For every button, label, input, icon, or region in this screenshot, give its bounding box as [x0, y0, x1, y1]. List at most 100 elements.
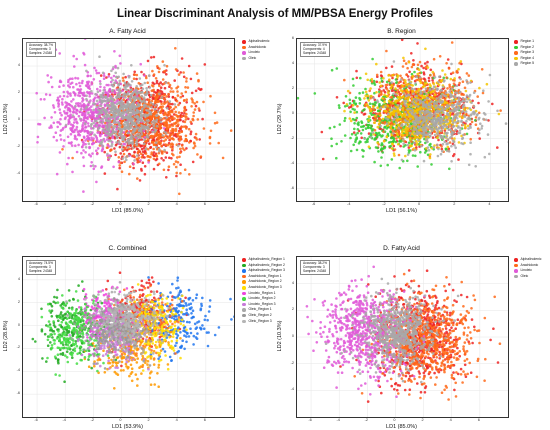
data-point — [153, 56, 156, 59]
data-point — [75, 128, 78, 131]
data-point — [153, 168, 156, 171]
data-point — [71, 171, 74, 174]
data-point — [478, 129, 481, 132]
data-point — [402, 142, 405, 145]
data-point — [195, 90, 198, 93]
data-point — [133, 154, 136, 157]
panel-title: A. Fatty Acid — [22, 28, 233, 35]
data-point — [105, 76, 108, 79]
data-point — [60, 129, 63, 132]
data-point — [190, 130, 193, 133]
data-point — [84, 122, 87, 125]
data-point — [81, 124, 84, 127]
data-point — [135, 112, 138, 115]
data-point — [144, 165, 147, 168]
data-point — [63, 95, 66, 98]
data-point — [160, 157, 163, 160]
data-point — [191, 92, 194, 95]
data-point — [487, 100, 490, 103]
data-point — [159, 117, 162, 120]
data-point — [100, 166, 103, 169]
data-point — [383, 110, 386, 113]
data-point — [377, 126, 380, 129]
data-point — [336, 67, 339, 70]
data-point — [390, 84, 393, 87]
data-point — [419, 76, 422, 79]
data-point — [477, 102, 480, 105]
data-point — [446, 126, 449, 129]
data-point — [135, 78, 138, 81]
data-point — [138, 82, 141, 85]
data-point — [84, 64, 87, 67]
data-point — [75, 120, 78, 123]
data-point — [155, 146, 158, 149]
data-point — [378, 132, 381, 135]
data-point — [89, 87, 92, 90]
data-point — [466, 94, 469, 97]
data-point — [367, 119, 370, 122]
data-point — [103, 109, 106, 112]
data-point — [103, 86, 106, 89]
data-point — [400, 78, 403, 81]
data-point — [446, 87, 449, 90]
data-point — [85, 146, 88, 149]
data-point — [119, 87, 122, 90]
data-point — [149, 156, 152, 159]
data-point — [87, 125, 90, 128]
data-point — [485, 119, 488, 122]
data-point — [401, 39, 404, 41]
data-point — [163, 169, 166, 172]
data-point — [73, 92, 76, 95]
data-point — [383, 94, 386, 97]
data-point — [457, 68, 460, 71]
data-point — [169, 90, 172, 93]
data-point — [135, 127, 138, 130]
data-point — [427, 66, 430, 69]
data-point — [367, 127, 370, 130]
data-point — [105, 128, 108, 131]
data-point — [174, 97, 177, 100]
data-point — [353, 128, 356, 131]
data-point — [174, 106, 177, 109]
data-point — [182, 147, 185, 150]
data-point — [51, 86, 54, 89]
data-point — [152, 115, 155, 118]
data-point — [468, 99, 471, 102]
data-point — [88, 142, 91, 145]
data-point — [469, 138, 472, 141]
data-point — [184, 121, 187, 124]
data-point — [165, 116, 168, 119]
data-point — [77, 133, 80, 136]
y-tick-label: -4 — [12, 171, 20, 175]
data-point — [370, 125, 373, 128]
data-point — [350, 150, 353, 153]
data-point — [368, 115, 371, 118]
data-point — [360, 132, 363, 135]
data-point — [150, 101, 153, 104]
data-point — [173, 163, 176, 166]
data-point — [102, 145, 105, 148]
data-point — [367, 94, 370, 97]
data-point — [380, 107, 383, 110]
data-point — [87, 108, 90, 111]
data-point — [114, 72, 117, 75]
data-point — [58, 52, 61, 55]
data-point — [330, 145, 333, 148]
data-point — [97, 128, 100, 131]
data-point — [376, 81, 379, 84]
data-point — [458, 82, 461, 85]
data-point — [117, 67, 120, 70]
data-point — [59, 118, 62, 121]
data-point — [102, 139, 105, 142]
data-point — [78, 82, 81, 85]
data-point — [129, 84, 132, 87]
data-point — [82, 112, 85, 115]
data-point — [162, 105, 165, 108]
data-point — [95, 181, 98, 184]
data-point — [398, 167, 401, 170]
data-point — [459, 78, 462, 81]
data-point — [151, 70, 154, 73]
data-point — [188, 128, 191, 131]
data-point — [111, 132, 114, 135]
data-point — [45, 93, 48, 96]
